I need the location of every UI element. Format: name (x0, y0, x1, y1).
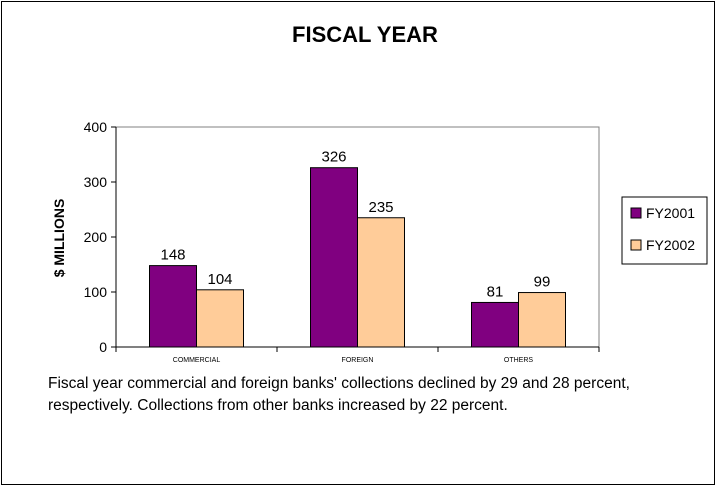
bar-fy2001-others (471, 301, 519, 348)
bar-fy2002-foreign (357, 217, 405, 348)
data-label: 235 (368, 199, 393, 216)
y-tick-label: 400 (84, 119, 108, 135)
x-tick-label: FOREIGN (342, 357, 374, 364)
y-ticks: 0 100 200 300 400 (84, 119, 116, 355)
x-tick-label: OTHERS (504, 357, 534, 364)
legend-swatch-fy2001 (630, 207, 642, 219)
bar-fy2001-commercial (149, 265, 197, 348)
bar-fy2002-others (518, 292, 566, 348)
x-tick-label: COMMERCIAL (173, 357, 221, 364)
chart-title: FISCAL YEAR (292, 22, 438, 47)
data-label: 326 (321, 149, 346, 166)
data-label: 81 (487, 283, 504, 300)
y-tick-label: 300 (84, 174, 108, 190)
data-labels: 148 326 81 104 235 99 (160, 149, 550, 301)
legend-label-fy2002: FY2002 (646, 237, 695, 253)
data-label: 104 (207, 271, 232, 288)
x-ticks: COMMERCIAL FOREIGN OTHERS (115, 347, 600, 364)
bars (149, 167, 566, 348)
chart-caption: Fiscal year commercial and foreign banks… (48, 375, 630, 414)
y-tick-label: 100 (84, 284, 108, 300)
legend-swatch-fy2002 (630, 239, 642, 251)
bar-fy2002-commercial (196, 289, 244, 348)
y-tick-label: 0 (99, 339, 107, 355)
bar-fy2001-foreign (310, 167, 358, 348)
y-axis-label: $ MILLIONS (51, 199, 67, 278)
data-label: 99 (534, 274, 551, 291)
y-tick-label: 200 (84, 229, 108, 245)
data-label: 148 (160, 247, 185, 264)
legend: FY2001 FY2002 (621, 196, 708, 265)
legend-label-fy2001: FY2001 (646, 205, 695, 221)
